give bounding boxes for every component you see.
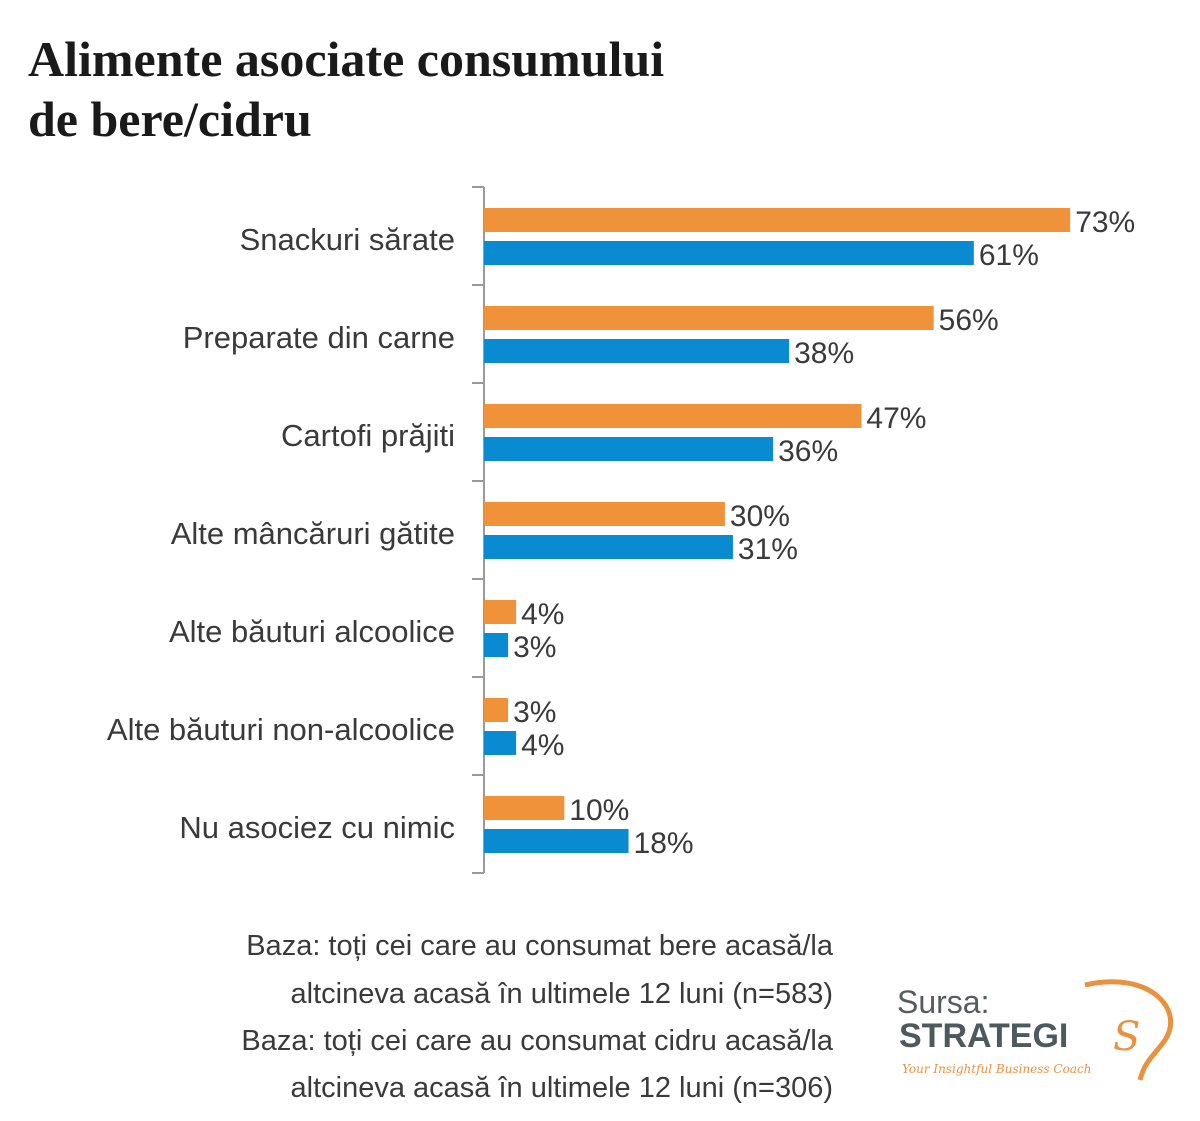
bar-orange <box>484 698 509 722</box>
chart-title-line-2: de bere/cidru <box>28 91 312 147</box>
category-label: Alte băuturi alcoolice <box>169 614 455 649</box>
data-label: 38% <box>794 337 854 370</box>
data-label: 4% <box>521 598 564 631</box>
data-label: 3% <box>513 696 556 729</box>
bar-orange <box>484 404 862 428</box>
bar-orange <box>484 502 725 526</box>
footnote-3: Baza: toți cei care au consumat cidru ac… <box>241 1025 833 1057</box>
data-label: 10% <box>569 794 629 827</box>
bar-orange <box>484 796 565 820</box>
chart-title-line-1: Alimente asociate consumului <box>28 31 664 87</box>
category-label: Alte mâncăruri gătite <box>171 516 455 551</box>
footnote-2: altcineva acasă în ultimele 12 luni (n=5… <box>291 978 833 1010</box>
bar-orange <box>484 600 517 624</box>
source-brand: STRATEGI <box>899 1017 1068 1055</box>
source-label: Sursa: <box>897 984 989 1020</box>
footnote-4: altcineva acasă în ultimele 12 luni (n=3… <box>291 1072 833 1104</box>
category-label: Cartofi prăjiti <box>281 418 455 453</box>
bar-blue <box>484 339 790 363</box>
data-label: 73% <box>1075 206 1135 239</box>
bar-blue <box>484 437 774 461</box>
data-label: 56% <box>939 304 999 337</box>
data-label: 61% <box>979 239 1039 272</box>
source-brand-end: S <box>1113 1014 1140 1060</box>
data-label: 36% <box>778 435 838 468</box>
data-label: 30% <box>730 500 790 533</box>
bar-blue <box>484 731 517 755</box>
bar-orange <box>484 208 1071 232</box>
plot-area: Snackuri sărate 73% 61% Preparate din carne… <box>107 186 1135 874</box>
category-label: Nu asociez cu nimic <box>179 810 455 845</box>
bar-blue <box>484 535 733 559</box>
data-label: 3% <box>513 631 556 664</box>
source-tagline: Your Insightful Business Coach <box>902 1062 1091 1076</box>
data-label: 31% <box>738 533 798 566</box>
source-logo: Sursa: STRATEGI S Your Insightful Busine… <box>897 979 1173 1081</box>
bar-blue <box>484 829 629 853</box>
category-label: Snackuri sărate <box>240 222 455 257</box>
data-label: 47% <box>866 402 926 435</box>
category-label: Alte băuturi non-alcoolice <box>107 712 455 747</box>
data-label: 4% <box>521 729 564 762</box>
data-label: 18% <box>634 827 694 860</box>
category-label: Preparate din carne <box>183 320 455 355</box>
bar-blue <box>484 241 974 265</box>
footnote-1: Baza: toți cei care au consumat bere aca… <box>246 930 834 962</box>
bar-orange <box>484 306 934 330</box>
bar-blue <box>484 633 509 657</box>
lightbulb-logo-icon <box>1084 979 1173 1081</box>
